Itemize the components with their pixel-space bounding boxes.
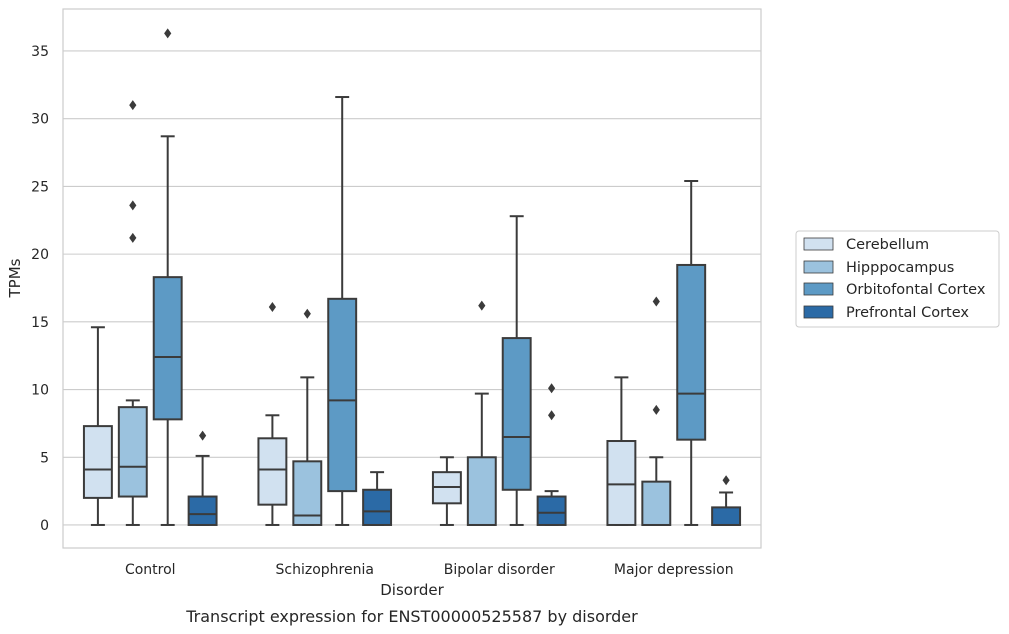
flier-point <box>548 383 556 394</box>
flier-point <box>478 300 486 311</box>
box-1-2 <box>327 96 358 526</box>
box-1-1 <box>292 308 323 526</box>
box-body <box>466 456 497 526</box>
box-body <box>117 406 148 498</box>
boxes <box>82 28 742 526</box>
box-body <box>187 495 218 526</box>
flier-point <box>199 430 207 441</box>
box-body <box>257 437 288 506</box>
box-3-2 <box>676 179 707 526</box>
flier-point <box>652 296 660 307</box>
box-body <box>82 425 113 499</box>
box-body <box>362 488 393 526</box>
y-tick-label-25: 25 <box>31 179 49 195</box>
box-body <box>501 337 532 491</box>
box-body <box>152 276 183 421</box>
flier-point <box>129 100 137 111</box>
box-2-1 <box>466 300 497 526</box>
box-body <box>536 495 567 526</box>
y-tick-label-5: 5 <box>40 450 49 466</box>
flier-point <box>129 232 137 243</box>
box-3-1 <box>641 296 672 526</box>
box-body <box>292 460 323 526</box>
plot-frame <box>62 8 762 549</box>
box-0-3 <box>187 430 218 526</box>
x-tick-label-0: Control <box>125 562 176 578</box>
box-body <box>327 297 358 493</box>
box-2-2 <box>501 215 532 526</box>
box-body <box>676 263 707 441</box>
legend-swatch-cerebellum <box>803 237 834 251</box>
box-body <box>641 480 672 526</box>
legend-label-prefrontal: Prefrontal Cortex <box>846 305 969 321</box>
box-2-0 <box>431 456 462 526</box>
chart-caption: Transcript expression for ENST0000052558… <box>185 607 638 626</box>
box-body <box>606 440 637 526</box>
legend-label-hippocampus: Hipppocampus <box>846 260 954 276</box>
x-axis-label: Disorder <box>380 581 444 599</box>
y-tick-label-35: 35 <box>31 44 49 60</box>
box-body <box>711 506 742 526</box>
flier-point <box>164 28 172 39</box>
flier-point <box>268 301 276 312</box>
legend-swatch-hippocampus <box>803 260 834 274</box>
legend-label-orbitofrontal: Orbitofontal Cortex <box>846 282 986 298</box>
box-2-3 <box>536 383 567 526</box>
y-tick-label-15: 15 <box>31 315 49 331</box>
flier-point <box>722 475 730 486</box>
y-tick-label-20: 20 <box>31 247 49 263</box>
y-tick-label-10: 10 <box>31 383 49 399</box>
box-3-3 <box>711 475 742 526</box>
box-0-0 <box>82 326 113 526</box>
flier-point <box>548 410 556 421</box>
y-tick-label-0: 0 <box>40 518 49 534</box>
flier-point <box>652 404 660 415</box>
y-tick-labels: 0 5 10 15 20 25 30 35 <box>31 44 49 534</box>
legend-swatch-prefrontal <box>803 305 834 319</box>
legend-frame <box>795 230 1000 328</box>
box-0-1 <box>117 100 148 526</box>
legend-swatch-orbitofrontal <box>803 282 834 296</box>
x-tick-labels: Control Schizophrenia Bipolar disorder Majo… <box>125 562 734 578</box>
x-tick-label-2: Bipolar disorder <box>444 562 555 578</box>
y-axis-label: TPMs <box>6 258 24 298</box>
x-tick-label-3: Major depression <box>614 562 734 578</box>
flier-point <box>303 308 311 319</box>
flier-point <box>129 200 137 211</box>
box-1-0 <box>257 301 288 526</box>
legend-label-cerebellum: Cerebellum <box>846 237 929 253</box>
box-3-0 <box>606 376 637 526</box>
legend: Cerebellum Hipppocampus Orbitofontal Cor… <box>795 230 1000 328</box>
box-1-3 <box>362 471 393 526</box>
box-0-2 <box>152 28 183 526</box>
x-tick-label-1: Schizophrenia <box>276 562 374 578</box>
y-tick-label-30: 30 <box>31 112 49 128</box>
